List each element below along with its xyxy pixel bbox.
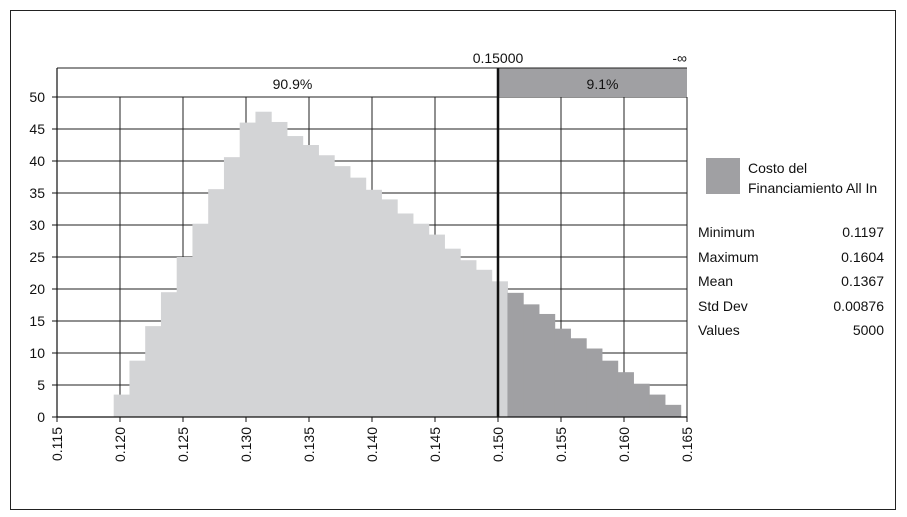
histogram-bar xyxy=(239,122,256,417)
stats-value: 0.1197 xyxy=(842,224,884,240)
histogram-bar xyxy=(491,281,508,417)
chart-frame xyxy=(10,10,896,510)
histogram-bar xyxy=(129,360,146,417)
stats-row-mean: Mean 0.1367 xyxy=(698,269,884,294)
histogram-bar xyxy=(160,292,178,417)
histogram-bar xyxy=(286,136,304,418)
y-tick-label: 50 xyxy=(29,89,45,105)
stats-label: Mean xyxy=(698,273,734,290)
histogram-bar xyxy=(318,155,335,418)
y-tick-label: 35 xyxy=(29,185,45,201)
histogram-bar xyxy=(334,166,351,417)
stats-label: Values xyxy=(698,322,740,339)
right-region-band xyxy=(498,68,687,97)
stats-value: 0.1367 xyxy=(841,273,884,290)
histogram-bar xyxy=(271,121,288,418)
histogram-bar xyxy=(176,257,193,417)
axes xyxy=(52,68,688,422)
x-tick-label: 0.150 xyxy=(490,427,506,462)
y-tick-label: 15 xyxy=(29,313,45,329)
y-tick-label: 10 xyxy=(29,345,45,361)
histogram-bar xyxy=(145,326,162,417)
x-tick-label: 0.140 xyxy=(364,427,380,462)
x-tick-label: 0.120 xyxy=(112,427,128,462)
x-tick-label: 0.165 xyxy=(679,427,695,462)
x-tick-label: 0.125 xyxy=(175,427,191,462)
histogram-bar xyxy=(570,338,587,417)
stats-row-std-dev: Std Dev 0.00876 xyxy=(698,294,884,319)
y-tick-label: 45 xyxy=(29,121,45,137)
x-tick-labels: 0.115 0.120 0.125 0.130 0.135 0.140 0.145 0.150… xyxy=(49,427,695,462)
x-tick-label: 0.115 xyxy=(49,427,65,461)
stats-value: 5000 xyxy=(852,322,884,339)
histogram-bars xyxy=(113,111,682,418)
histogram-bar xyxy=(460,260,477,417)
histogram-bar xyxy=(523,304,540,417)
left-percent-label: 90.9% xyxy=(273,76,313,92)
y-tick-label: 0 xyxy=(37,409,45,425)
stats-value: 0.00876 xyxy=(833,297,884,314)
histogram-bar xyxy=(302,145,319,417)
right-bound-label: -∞ xyxy=(672,50,687,66)
histogram-bar xyxy=(633,383,650,417)
histogram-bar xyxy=(507,292,524,417)
x-tick-label: 0.155 xyxy=(553,427,569,462)
histogram-bar xyxy=(428,234,445,417)
x-tick-label: 0.135 xyxy=(301,427,317,462)
stats-value: 0.1604 xyxy=(841,248,884,265)
legend-label-line2: Financiamiento All In xyxy=(748,180,878,196)
right-percent-label: 9.1% xyxy=(587,76,619,92)
threshold-label: 0.15000 xyxy=(473,50,524,66)
histogram-bar xyxy=(349,177,367,417)
stats-row-values: Values 5000 xyxy=(698,318,884,343)
x-tick-label: 0.130 xyxy=(238,427,254,462)
stats-label: Maximum xyxy=(698,248,759,265)
y-tick-label: 30 xyxy=(29,217,45,233)
histogram-bar xyxy=(601,360,619,417)
histogram-bar xyxy=(381,199,398,417)
y-tick-label: 25 xyxy=(29,249,45,265)
histogram-bar xyxy=(365,189,382,417)
histogram-bar xyxy=(554,328,571,417)
y-tick-labels: 0 5 10 15 20 25 30 35 40 45 50 xyxy=(29,89,45,425)
histogram-bar xyxy=(617,372,634,417)
histogram-bar xyxy=(113,394,130,417)
histogram-bar xyxy=(538,313,556,417)
histogram-bar xyxy=(397,213,414,417)
histogram-bar xyxy=(223,157,241,417)
histogram-bar xyxy=(255,111,272,417)
histogram-bar xyxy=(412,223,430,417)
x-tick-label: 0.145 xyxy=(427,427,443,462)
x-tick-label: 0.160 xyxy=(616,427,632,462)
histogram-bar xyxy=(444,248,461,417)
y-tick-label: 5 xyxy=(37,377,45,393)
y-tick-label: 40 xyxy=(29,153,45,169)
legend-label-line1: Costo del xyxy=(748,160,808,176)
histogram-bar xyxy=(208,189,225,417)
stats-row-maximum: Maximum 0.1604 xyxy=(698,245,884,270)
legend: Costo del Financiamiento All In xyxy=(706,158,898,198)
y-tick-label: 20 xyxy=(29,281,45,297)
stats-row-minimum: Minimum 0.1197 xyxy=(698,220,884,245)
histogram-bar xyxy=(649,394,666,417)
stats-table: Minimum 0.1197 Maximum 0.1604 Mean 0.136… xyxy=(698,220,884,343)
histogram-bar xyxy=(586,348,603,417)
histogram-bar xyxy=(192,223,209,417)
legend-label: Costo del Financiamiento All In xyxy=(748,158,898,198)
stats-label: Std Dev xyxy=(698,297,748,314)
legend-swatch xyxy=(706,158,740,194)
histogram-bar xyxy=(664,404,682,417)
threshold-overlay: 0.15000 -∞ 90.9% 9.1% xyxy=(57,50,687,417)
histogram-bar xyxy=(475,269,493,417)
stats-label: Minimum xyxy=(698,224,755,240)
